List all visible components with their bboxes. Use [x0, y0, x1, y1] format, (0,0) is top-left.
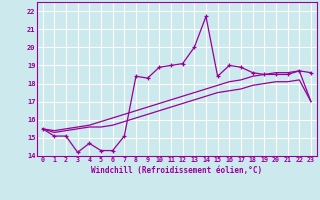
X-axis label: Windchill (Refroidissement éolien,°C): Windchill (Refroidissement éolien,°C): [91, 166, 262, 175]
